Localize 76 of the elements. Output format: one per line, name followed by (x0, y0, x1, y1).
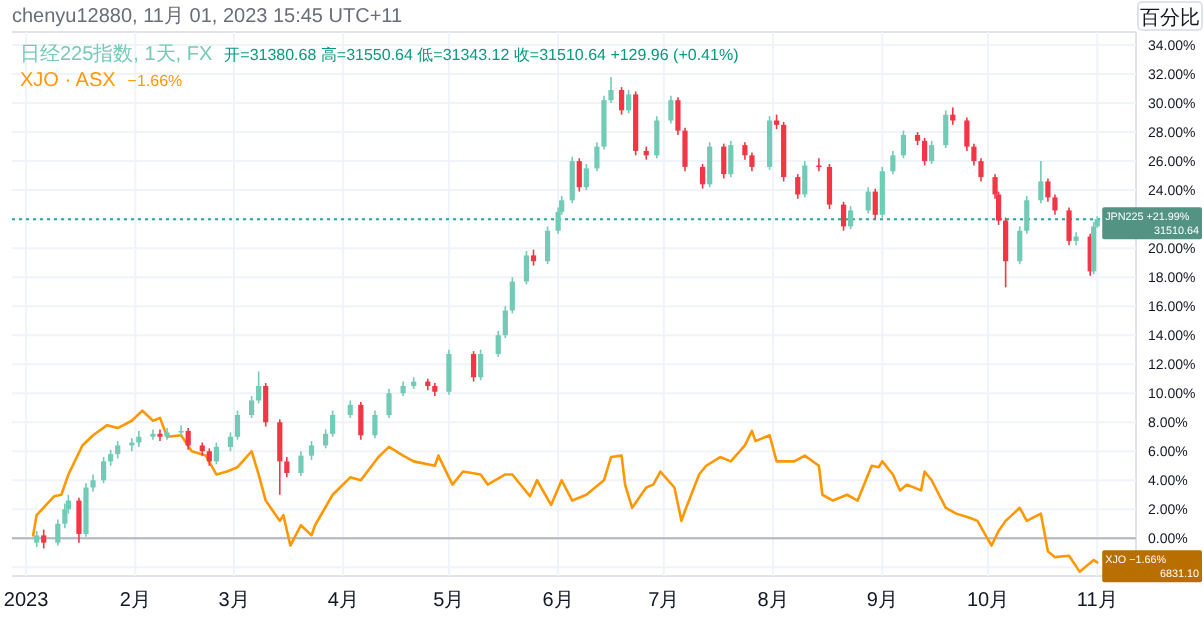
x-tick-label: 9月 (866, 590, 898, 612)
candlestick (1066, 206, 1072, 247)
candlestick (322, 428, 329, 450)
candlestick (848, 205, 854, 231)
annotation: 开=31380.68 高=31550.64 低=31343.12 收=31510.64 +129.96 (+0.41%) (224, 46, 740, 64)
candlestick (83, 482, 89, 538)
candlestick (76, 496, 82, 544)
x-tick-label: 7月 (648, 590, 680, 612)
candlestick (1003, 216, 1009, 289)
text: chenyu12880, 11月 01, 2023 15:45 UTC+11 (12, 6, 403, 28)
candlestick (626, 89, 632, 115)
text: 百分比 (1140, 6, 1200, 30)
x-tick-label: 8月 (757, 590, 789, 612)
candlestick (523, 250, 530, 286)
candlestick (1091, 221, 1097, 276)
annotation: −1.66% (127, 72, 183, 90)
candlestick (185, 427, 191, 451)
candlestick (298, 450, 304, 477)
candlestick (249, 395, 255, 419)
candlestick (372, 409, 378, 439)
candlestick (509, 276, 515, 315)
candlestick (816, 157, 822, 173)
candlestick (569, 155, 575, 204)
candlestick (721, 142, 727, 180)
x-tick-label: 2023 (3, 590, 50, 612)
candlestick (900, 129, 907, 160)
candlestick (227, 431, 234, 453)
candlestick (840, 200, 847, 232)
x-tick-label: 10月 (966, 590, 1010, 612)
x-tick-label: 5月 (433, 590, 465, 612)
candlestick (234, 409, 241, 441)
candlestick (576, 157, 582, 193)
candlestick (178, 424, 184, 438)
candlestick (330, 409, 336, 438)
x-tick-label: 11月 (1076, 590, 1118, 612)
candlestick (544, 225, 551, 265)
candlestick (766, 115, 773, 171)
candlestick (865, 186, 871, 215)
candlestick (470, 350, 477, 383)
x-tick-label: 4月 (327, 590, 359, 612)
x-tick-label: 3月 (218, 590, 250, 612)
candlestick (478, 348, 484, 381)
candlestick (707, 141, 713, 189)
candlestick (277, 418, 283, 496)
candlestick (943, 109, 949, 149)
candlestick (386, 388, 392, 419)
candlestick (1038, 160, 1044, 204)
x-tick-label: 6月 (542, 590, 574, 612)
candlestick (929, 140, 935, 165)
candlestick (618, 86, 625, 116)
candlestick (41, 528, 47, 550)
text: XJO · ASX (20, 70, 117, 92)
candlestick (308, 440, 315, 461)
candlestick (795, 173, 801, 200)
candlestick (728, 140, 734, 178)
candlestick (890, 150, 896, 175)
candlestick (256, 370, 262, 405)
candlestick (583, 163, 589, 191)
candlestick (446, 348, 452, 396)
candlestick (826, 163, 833, 210)
candlestick (213, 441, 219, 466)
candlestick (157, 428, 163, 442)
candlestick (150, 428, 156, 441)
candlestick (263, 382, 269, 428)
candlestick (700, 163, 706, 190)
candlestick (872, 187, 878, 220)
candlestick (101, 456, 107, 484)
candlestick (921, 137, 928, 167)
candlestick (668, 95, 674, 125)
candlestick (802, 160, 808, 199)
text: 日经225指数, 1天, FX (20, 42, 213, 66)
line-series (31, 409, 1099, 573)
x-tick-label: 2月 (119, 590, 151, 612)
candlestick (879, 166, 885, 219)
candlestick (654, 115, 660, 160)
candlestick (358, 401, 364, 441)
